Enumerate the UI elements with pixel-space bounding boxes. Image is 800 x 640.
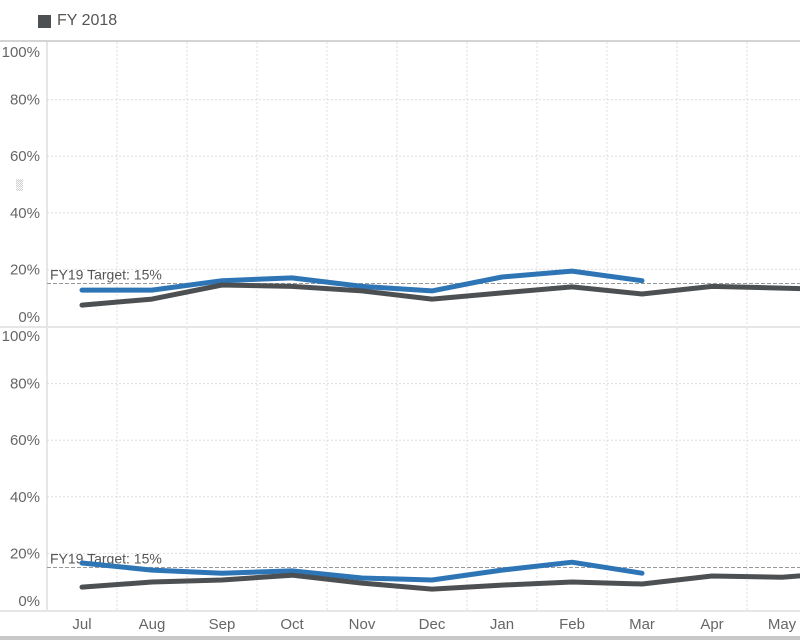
y-tick-label: 80% — [10, 376, 40, 393]
y-tick-label: 0% — [18, 309, 40, 326]
y-tick-label: 100% — [2, 328, 40, 345]
x-tick-label: May — [768, 616, 797, 633]
legend: ) FY 2018 — [0, 0, 800, 42]
x-tick-label: Aug — [139, 616, 166, 633]
y-tick-label: 0% — [18, 593, 40, 610]
y-tick-label: 20% — [10, 261, 40, 278]
x-tick-label: Jan — [490, 616, 514, 633]
series-line-1 — [79, 572, 800, 592]
y-tick-label: 40% — [10, 205, 40, 222]
legend-item-fy2018[interactable]: FY 2018 — [38, 12, 117, 30]
y-tick-label: 80% — [10, 92, 40, 109]
scrollbar[interactable] — [0, 636, 800, 640]
x-tick-label: Apr — [700, 616, 723, 633]
x-tick-label: Sep — [209, 616, 236, 633]
x-tick-label: Nov — [349, 616, 376, 633]
y-tick-label: 40% — [10, 489, 40, 506]
reference-line-label: FY19 Target: 15% — [50, 551, 162, 567]
x-tick-label: Mar — [629, 616, 655, 633]
legend-label: FY 2018 — [57, 12, 118, 29]
reference-line-label: FY19 Target: 15% — [50, 267, 162, 283]
x-tick-label: Oct — [280, 616, 304, 633]
x-tick-label: Feb — [559, 616, 585, 633]
x-tick-label: Dec — [419, 616, 446, 633]
y-tick-label: 100% — [2, 44, 40, 61]
series-line-1 — [79, 282, 800, 308]
y-tick-label: 60% — [10, 432, 40, 449]
x-tick-label: Jul — [72, 616, 91, 633]
chart-type-icon[interactable]: ░ — [16, 180, 24, 191]
series-line-0 — [79, 559, 645, 583]
y-tick-label: 60% — [10, 148, 40, 165]
y-tick-label: 20% — [10, 545, 40, 562]
legend-swatch — [38, 14, 51, 28]
